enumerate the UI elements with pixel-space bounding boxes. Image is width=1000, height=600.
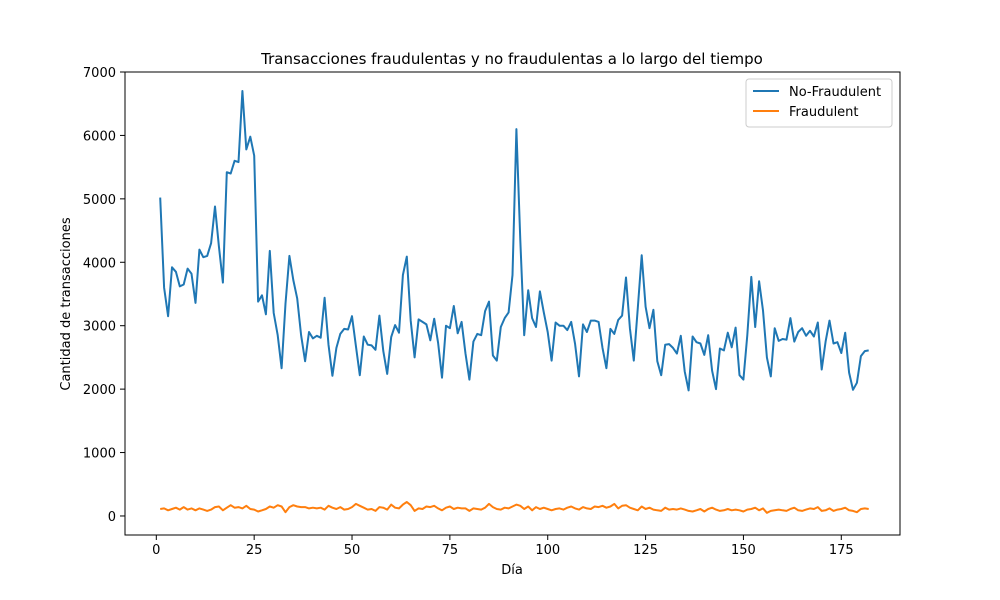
y-tick-label: 1000 <box>83 447 116 462</box>
y-tick-label: 2000 <box>83 383 116 398</box>
y-tick-label: 7000 <box>83 66 116 81</box>
series-line-1 <box>160 501 869 514</box>
chart-title: Transacciones fraudulentas y no fraudule… <box>260 50 763 68</box>
x-tick-label: 50 <box>344 543 361 558</box>
x-axis: 0 25 50 75 100 125 150 175 <box>152 535 854 558</box>
y-tick-label: 0 <box>108 510 116 525</box>
x-axis-label: Día <box>501 563 523 578</box>
x-tick-label: 75 <box>442 543 459 558</box>
x-tick-label: 125 <box>633 543 658 558</box>
x-tick-label: 0 <box>152 543 160 558</box>
plot-lines <box>159 90 869 514</box>
x-tick-label: 25 <box>246 543 263 558</box>
legend: No-Fraudulent Fraudulent <box>745 78 893 128</box>
y-tick-label: 6000 <box>83 129 116 144</box>
y-tick-label: 3000 <box>83 320 116 335</box>
y-tick-label: 4000 <box>83 256 116 271</box>
x-tick-label: 150 <box>731 543 756 558</box>
series-line-0 <box>159 90 869 392</box>
legend-box <box>745 78 893 128</box>
x-tick-label: 100 <box>535 543 560 558</box>
y-axis-label: Cantidad de transacciones <box>59 217 74 390</box>
y-axis: 0 1000 2000 3000 4000 5000 6000 7000 <box>83 66 125 525</box>
y-tick-label: 5000 <box>83 193 116 208</box>
legend-label-1: Fraudulent <box>789 105 859 120</box>
legend-label-0: No-Fraudulent <box>789 85 881 100</box>
x-tick-label: 175 <box>829 543 854 558</box>
plot-frame <box>124 71 901 536</box>
